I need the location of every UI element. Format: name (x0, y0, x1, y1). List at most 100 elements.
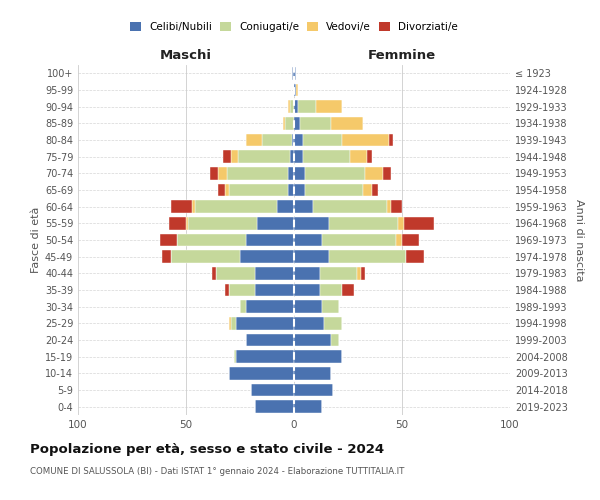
Bar (236, 350, 294, 363)
Bar (365, 167, 383, 179)
Bar (305, 184, 363, 196)
Bar (298, 100, 316, 113)
Bar (236, 317, 294, 330)
Bar (294, 334, 331, 346)
Bar (402, 234, 419, 246)
Y-axis label: Anni di nascita: Anni di nascita (574, 198, 584, 281)
Bar (162, 250, 171, 263)
Y-axis label: Fasce di età: Fasce di età (31, 207, 41, 273)
Bar (331, 334, 340, 346)
Bar (324, 317, 341, 330)
Text: Maschi: Maschi (160, 48, 212, 62)
Bar (247, 234, 294, 246)
Bar (341, 284, 355, 296)
Bar (232, 317, 236, 330)
Bar (329, 217, 398, 230)
Bar (287, 167, 294, 179)
Bar (255, 284, 294, 296)
Bar (247, 334, 294, 346)
Bar (406, 250, 424, 263)
Bar (290, 100, 294, 113)
Bar (210, 167, 218, 179)
Bar (287, 100, 290, 113)
Bar (188, 217, 257, 230)
Bar (361, 267, 365, 280)
Bar (240, 300, 247, 313)
Bar (218, 167, 227, 179)
Bar (287, 184, 294, 196)
Bar (223, 150, 232, 163)
Bar (257, 217, 294, 230)
Bar (262, 134, 292, 146)
Bar (294, 117, 301, 130)
Bar (322, 300, 340, 313)
Text: Popolazione per età, sesso e stato civile - 2024: Popolazione per età, sesso e stato civil… (30, 442, 384, 456)
Bar (294, 200, 313, 213)
Bar (356, 267, 361, 280)
Bar (186, 217, 188, 230)
Bar (218, 184, 225, 196)
Bar (313, 200, 387, 213)
Text: Femmine: Femmine (368, 48, 436, 62)
Bar (290, 150, 294, 163)
Bar (292, 67, 294, 80)
Bar (178, 234, 247, 246)
Bar (240, 250, 294, 263)
Bar (322, 234, 395, 246)
Bar (296, 84, 298, 96)
Bar (194, 200, 277, 213)
Bar (169, 217, 186, 230)
Bar (193, 200, 194, 213)
Bar (302, 150, 350, 163)
Bar (283, 117, 286, 130)
Bar (255, 400, 294, 413)
Bar (391, 200, 402, 213)
Bar (255, 267, 294, 280)
Bar (294, 267, 320, 280)
Bar (171, 250, 240, 263)
Bar (247, 300, 294, 313)
Bar (389, 134, 394, 146)
Bar (294, 184, 305, 196)
Bar (216, 267, 255, 280)
Bar (171, 200, 193, 213)
Bar (232, 150, 238, 163)
Bar (294, 367, 331, 380)
Bar (225, 184, 229, 196)
Bar (212, 267, 216, 280)
Bar (225, 284, 229, 296)
Bar (341, 134, 389, 146)
Bar (301, 117, 331, 130)
Bar (294, 167, 305, 179)
Bar (367, 150, 372, 163)
Bar (383, 167, 391, 179)
Bar (294, 67, 296, 80)
Text: COMUNE DI SALUSSOLA (BI) - Dati ISTAT 1° gennaio 2024 - Elaborazione TUTTITALIA.: COMUNE DI SALUSSOLA (BI) - Dati ISTAT 1°… (30, 468, 404, 476)
Bar (320, 267, 356, 280)
Bar (294, 84, 296, 96)
Bar (277, 200, 294, 213)
Bar (294, 400, 322, 413)
Bar (292, 134, 294, 146)
Bar (247, 134, 262, 146)
Bar (350, 150, 367, 163)
Bar (294, 384, 333, 396)
Bar (331, 117, 363, 130)
Bar (372, 184, 378, 196)
Bar (294, 100, 298, 113)
Bar (294, 234, 322, 246)
Bar (229, 184, 287, 196)
Bar (294, 350, 341, 363)
Bar (395, 234, 402, 246)
Bar (229, 284, 255, 296)
Bar (294, 300, 322, 313)
Bar (238, 150, 290, 163)
Bar (286, 117, 294, 130)
Bar (404, 217, 434, 230)
Bar (320, 284, 341, 296)
Bar (294, 217, 329, 230)
Bar (251, 384, 294, 396)
Bar (227, 167, 287, 179)
Bar (302, 134, 341, 146)
Legend: Celibi/Nubili, Coniugati/e, Vedovi/e, Divorziati/e: Celibi/Nubili, Coniugati/e, Vedovi/e, Di… (126, 18, 462, 36)
